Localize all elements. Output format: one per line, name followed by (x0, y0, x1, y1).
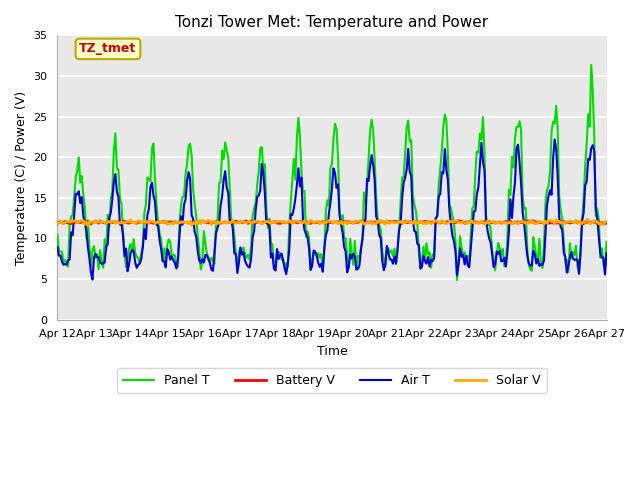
Y-axis label: Temperature (C) / Power (V): Temperature (C) / Power (V) (15, 91, 28, 264)
Legend: Panel T, Battery V, Air T, Solar V: Panel T, Battery V, Air T, Solar V (116, 368, 547, 393)
X-axis label: Time: Time (317, 345, 348, 358)
Title: Tonzi Tower Met: Temperature and Power: Tonzi Tower Met: Temperature and Power (175, 15, 488, 30)
Text: TZ_tmet: TZ_tmet (79, 42, 136, 55)
